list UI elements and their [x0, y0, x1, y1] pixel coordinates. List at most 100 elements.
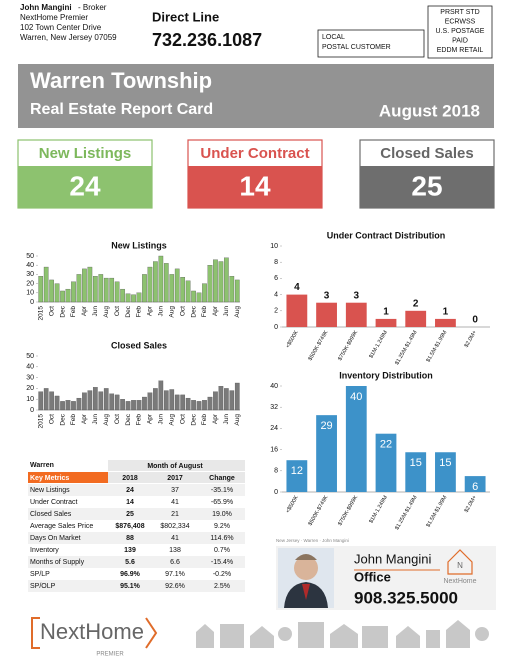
bar — [131, 294, 136, 303]
bar — [202, 283, 207, 303]
company: NextHome Premier — [20, 13, 88, 22]
bar — [103, 277, 109, 303]
table-cell: 95.1% — [120, 583, 141, 590]
bar — [71, 281, 76, 303]
bar — [316, 302, 337, 327]
table-header-bg — [108, 472, 245, 483]
house-icon — [220, 624, 244, 648]
house-icon — [362, 626, 388, 648]
bar — [65, 400, 71, 411]
bar — [98, 274, 104, 303]
broker-role: - Broker — [78, 3, 107, 12]
direct-phone: 732.236.1087 — [152, 30, 262, 50]
x-tick-label: Oct — [179, 414, 186, 424]
banner-subtitle: Real Estate Report Card — [30, 101, 213, 118]
house-icon — [330, 624, 358, 648]
x-tick-label: Feb — [136, 414, 143, 426]
table-cell: $802,334 — [160, 523, 189, 530]
bar — [87, 266, 93, 303]
card-body — [188, 166, 322, 208]
card-label: Closed Sales — [380, 145, 473, 162]
bar — [125, 293, 131, 303]
y-tick-label: 50 — [26, 353, 34, 360]
row-bg — [28, 484, 245, 496]
metrics-table: Warren Month of August Key Metrics 2018 2017… — [28, 460, 245, 592]
bar — [38, 391, 44, 411]
table-cell: -35.1% — [211, 487, 233, 494]
chart-title: Under Contract Distribution — [327, 230, 446, 240]
bar — [65, 288, 71, 303]
house-icon — [196, 624, 214, 648]
chart-title: New Listings — [111, 240, 167, 250]
bar — [196, 292, 202, 303]
x-tick-label: Apr — [81, 305, 88, 316]
bar — [142, 274, 147, 303]
bar — [109, 277, 115, 303]
bar — [163, 390, 169, 411]
data-label: 1 — [443, 307, 449, 318]
x-tick-label: Oct — [114, 414, 121, 424]
permit-line: ECRWSS — [445, 18, 476, 25]
bar — [375, 433, 397, 492]
bar — [405, 310, 427, 327]
data-label: 2 — [413, 298, 419, 309]
y-tick-label: 32 — [270, 404, 278, 411]
y-tick-label: 0 — [274, 324, 278, 331]
card-value: 24 — [69, 170, 101, 201]
bar — [234, 382, 240, 411]
y-tick-label: 8 — [274, 259, 278, 266]
postal-box — [317, 29, 425, 58]
data-label: 12 — [291, 465, 303, 477]
x-tick-label: Apr — [147, 305, 154, 316]
house-icon — [396, 626, 420, 648]
banner — [18, 64, 494, 128]
bar — [316, 415, 337, 492]
bar — [185, 280, 191, 303]
data-label: 3 — [354, 290, 360, 301]
bar — [76, 274, 82, 303]
y-tick-label: 40 — [26, 364, 34, 371]
data-label: 15 — [439, 457, 451, 469]
data-label: 4 — [294, 282, 300, 293]
x-tick-label: Oct — [114, 306, 121, 316]
footer-houses — [196, 620, 489, 648]
banner-title: Warren Township — [30, 68, 212, 93]
house-icon — [250, 626, 274, 648]
house-icon — [446, 620, 470, 648]
agent-phone: 908.325.5000 — [354, 588, 458, 607]
table-cell: SP/OLP — [30, 583, 56, 590]
bar — [207, 396, 213, 411]
x-tick-label: Aug — [234, 414, 241, 426]
footer-brand: NextHome — [40, 619, 144, 644]
bar — [345, 386, 367, 492]
table-period-bg — [108, 460, 245, 471]
bar — [405, 452, 427, 492]
card-label: New Listings — [39, 145, 132, 162]
stat-cards: New Listings 24 Under Contract 14 Closed Sal… — [17, 139, 495, 209]
permit-box — [427, 5, 493, 59]
bar — [43, 388, 49, 411]
y-tick-label: 20 — [26, 280, 34, 287]
x-tick-label: Feb — [70, 306, 77, 318]
agent-photo-hair — [295, 554, 317, 560]
x-tick-label: Dec — [59, 305, 66, 317]
bar — [218, 386, 224, 411]
table-cell: 114.6% — [210, 535, 233, 542]
x-tick-label: Feb — [201, 414, 208, 426]
bar — [49, 279, 54, 303]
bar — [60, 401, 65, 411]
y-tick-label: 40 — [270, 383, 278, 390]
bar — [54, 395, 60, 411]
x-tick-label: Dec — [125, 413, 132, 425]
x-tick-label: Feb — [70, 414, 77, 426]
x-tick-label: Jun — [158, 306, 165, 317]
agent-label: Office — [354, 569, 391, 584]
data-label: 0 — [472, 315, 478, 326]
x-tick-label: Apr — [212, 305, 219, 316]
table-cell: 2.5% — [214, 583, 230, 590]
row-bg — [28, 532, 245, 544]
x-tick-label: Oct — [48, 414, 55, 424]
tree-icon — [278, 627, 292, 641]
